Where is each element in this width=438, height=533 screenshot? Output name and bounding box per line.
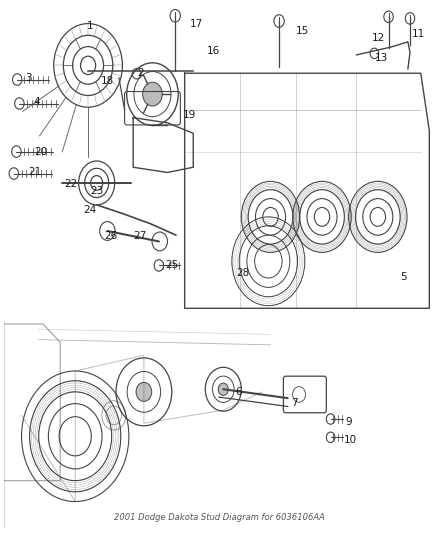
Circle shape <box>136 382 152 401</box>
Text: 4: 4 <box>33 97 40 107</box>
Text: 21: 21 <box>28 167 42 177</box>
Text: 24: 24 <box>84 205 97 215</box>
Text: 17: 17 <box>190 19 203 29</box>
Text: 7: 7 <box>291 398 297 408</box>
Text: 10: 10 <box>343 435 357 445</box>
Text: 6: 6 <box>235 387 242 397</box>
Text: 2: 2 <box>138 68 144 78</box>
Text: 23: 23 <box>90 186 103 196</box>
Text: 20: 20 <box>34 147 47 157</box>
Text: 22: 22 <box>64 179 78 189</box>
Text: 27: 27 <box>133 231 146 241</box>
Text: 16: 16 <box>207 46 220 56</box>
Text: 28: 28 <box>236 268 249 278</box>
Text: 25: 25 <box>165 261 178 270</box>
Circle shape <box>143 82 162 106</box>
Text: 12: 12 <box>372 33 385 43</box>
Text: 2001 Dodge Dakota Stud Diagram for 6036106AA: 2001 Dodge Dakota Stud Diagram for 60361… <box>113 513 325 522</box>
Text: 15: 15 <box>296 27 309 36</box>
Text: 5: 5 <box>400 272 407 282</box>
Text: 26: 26 <box>104 231 117 241</box>
Text: 18: 18 <box>101 76 114 86</box>
Text: 19: 19 <box>183 110 196 120</box>
Text: 3: 3 <box>25 74 31 84</box>
Text: 9: 9 <box>345 417 352 427</box>
Text: 1: 1 <box>87 21 94 31</box>
Circle shape <box>218 383 228 395</box>
Text: 13: 13 <box>374 53 388 62</box>
Text: 11: 11 <box>412 29 425 39</box>
